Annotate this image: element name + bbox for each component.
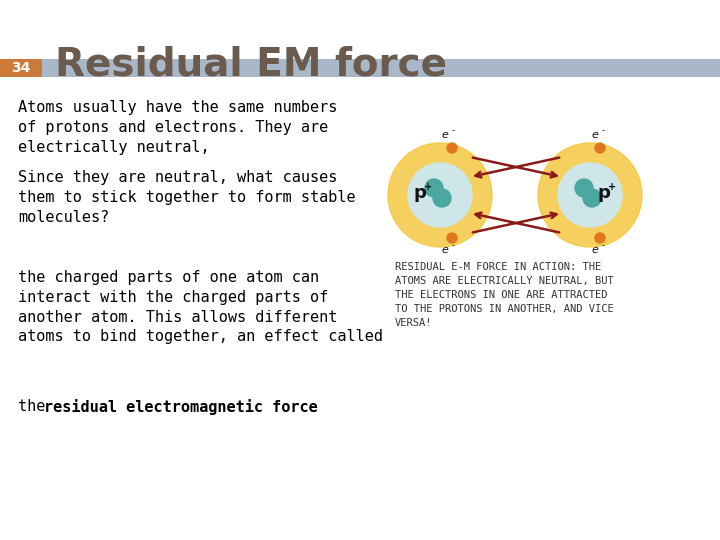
FancyBboxPatch shape bbox=[0, 59, 720, 77]
Circle shape bbox=[595, 233, 605, 243]
Circle shape bbox=[388, 143, 492, 247]
Text: RESIDUAL E-M FORCE IN ACTION: THE
ATOMS ARE ELECTRICALLY NEUTRAL, BUT
THE ELECTR: RESIDUAL E-M FORCE IN ACTION: THE ATOMS … bbox=[395, 262, 613, 328]
Text: Since they are neutral, what causes
them to stick together to form stable
molecu: Since they are neutral, what causes them… bbox=[18, 170, 356, 225]
Circle shape bbox=[425, 179, 443, 197]
Text: residual electromagnetic force: residual electromagnetic force bbox=[44, 399, 318, 415]
Circle shape bbox=[408, 163, 472, 227]
Text: e: e bbox=[441, 130, 449, 140]
Text: -: - bbox=[451, 241, 454, 251]
Circle shape bbox=[538, 143, 642, 247]
Text: p: p bbox=[598, 184, 611, 202]
Text: the: the bbox=[18, 399, 55, 414]
Circle shape bbox=[447, 233, 457, 243]
Text: e: e bbox=[441, 245, 449, 255]
Text: Residual EM force: Residual EM force bbox=[55, 45, 447, 83]
Circle shape bbox=[433, 189, 451, 207]
Text: -: - bbox=[601, 126, 605, 136]
Circle shape bbox=[558, 163, 622, 227]
Text: .: . bbox=[224, 399, 233, 414]
Circle shape bbox=[447, 143, 457, 153]
Circle shape bbox=[575, 179, 593, 197]
Text: +: + bbox=[608, 182, 616, 192]
FancyBboxPatch shape bbox=[0, 59, 42, 77]
Text: Atoms usually have the same numbers
of protons and electrons. They are
electrica: Atoms usually have the same numbers of p… bbox=[18, 100, 338, 154]
Text: e: e bbox=[592, 245, 598, 255]
Text: +: + bbox=[424, 182, 432, 192]
Text: -: - bbox=[601, 241, 605, 251]
Text: 34: 34 bbox=[12, 61, 31, 75]
Text: the charged parts of one atom can
interact with the charged parts of
another ato: the charged parts of one atom can intera… bbox=[18, 270, 383, 345]
Circle shape bbox=[583, 189, 601, 207]
Text: p: p bbox=[413, 184, 426, 202]
Circle shape bbox=[595, 143, 605, 153]
Text: -: - bbox=[451, 126, 454, 136]
Text: e: e bbox=[592, 130, 598, 140]
